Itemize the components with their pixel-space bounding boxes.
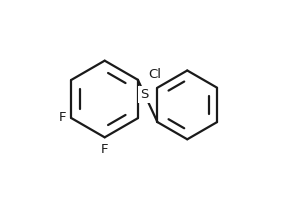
Text: Cl: Cl — [148, 68, 161, 81]
Text: F: F — [101, 143, 108, 156]
Text: S: S — [141, 88, 149, 101]
Text: F: F — [59, 111, 67, 124]
